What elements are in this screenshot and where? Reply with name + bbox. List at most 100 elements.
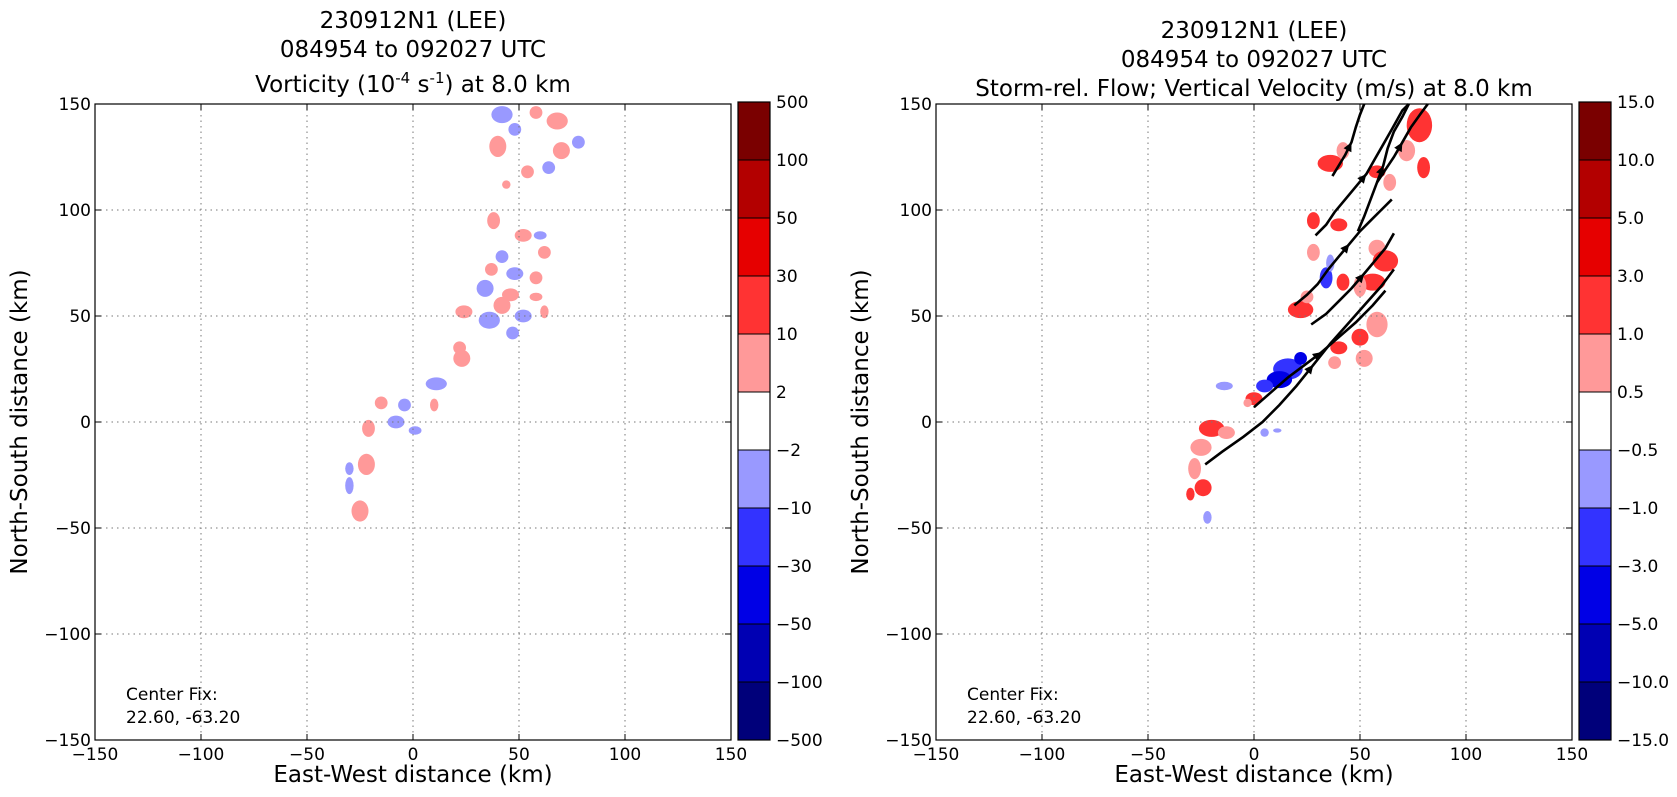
data-patch <box>1188 458 1201 480</box>
y-tick-label: 0 <box>921 413 932 433</box>
data-patch <box>533 231 547 240</box>
y-tick-label: −50 <box>896 519 932 539</box>
colorbar-segment <box>1579 276 1611 334</box>
data-patch <box>487 212 500 230</box>
center-fix-value: 22.60, -63.20 <box>967 708 1081 728</box>
streamline-arrow <box>1340 243 1350 254</box>
data-patch <box>1300 290 1314 304</box>
data-patch <box>1215 381 1233 391</box>
x-tick-label: −100 <box>178 745 225 765</box>
colorbar-label: 5.0 <box>1617 209 1644 229</box>
colorbar-segment <box>738 682 770 740</box>
vertical-velocity-colorbar: 15.0 10.0 5.0 3.0 1.0 0.5 −0.5 −1.0 −3.0 −5.0 −10.… <box>1578 93 1669 751</box>
colorbar-label: 10.0 <box>1617 151 1655 171</box>
x-tick-label: 0 <box>1249 745 1260 765</box>
streamline <box>1204 268 1395 466</box>
center-fix-label: Center Fix: <box>126 685 218 705</box>
streamline-arrow <box>1357 174 1367 184</box>
panel-title-line1: 230912N1 (LEE) <box>320 8 507 34</box>
colorbar-segment <box>738 218 770 276</box>
data-patch <box>345 477 354 495</box>
y-tick-label: −150 <box>885 731 932 751</box>
streamline-arrow <box>1343 142 1352 153</box>
panel-title-line2: 084954 to 092027 UTC <box>1121 47 1387 73</box>
colorbar-label: 3.0 <box>1617 267 1644 287</box>
center-fix-label: Center Fix: <box>967 685 1059 705</box>
data-patch <box>529 271 543 285</box>
data-patch <box>1328 356 1341 369</box>
data-patch <box>430 398 439 412</box>
colorbar-label: 15.0 <box>1617 93 1655 113</box>
colorbar-label: 10 <box>776 325 798 345</box>
data-patch <box>351 500 369 522</box>
vorticity-panel: 230912N1 (LEE) 084954 to 092027 UTC Vort… <box>7 8 823 788</box>
data-patch <box>476 279 494 297</box>
data-patch <box>1273 428 1282 433</box>
data-patch <box>478 311 500 329</box>
y-tick-label: −100 <box>885 625 932 645</box>
plot-frame <box>935 103 1573 741</box>
colorbar-segment <box>1579 392 1611 450</box>
data-patch <box>398 398 411 412</box>
data-patch <box>1260 428 1269 437</box>
data-patch <box>1383 173 1397 191</box>
colorbar-label: 50 <box>776 209 798 229</box>
data-patch <box>1186 487 1195 501</box>
data-patch <box>453 349 471 367</box>
colorbar-segment <box>1579 102 1611 160</box>
data-patch <box>374 396 388 410</box>
y-tick-label: 150 <box>59 95 91 115</box>
vorticity-plot-area: −150 −100 −50 0 50 100 150 −150 −100 −50 0 50 100 150 <box>44 95 747 765</box>
data-patch <box>1203 511 1212 524</box>
colorbar-segment <box>1579 566 1611 624</box>
data-patch <box>572 135 585 149</box>
data-patch <box>529 292 543 302</box>
colorbar-segment <box>738 624 770 682</box>
panel-title-line2: 084954 to 092027 UTC <box>280 37 546 63</box>
data-patch <box>362 419 375 437</box>
colorbar-segment <box>1579 508 1611 566</box>
data-patch <box>514 309 532 323</box>
colorbar-segment <box>738 450 770 508</box>
data-patch <box>1307 212 1320 230</box>
panel-title-line3: Storm-rel. Flow; Vertical Velocity (m/s)… <box>975 76 1533 102</box>
colorbar-label: −5.0 <box>1617 615 1658 635</box>
x-tick-label: 50 <box>508 745 530 765</box>
x-tick-label: 0 <box>408 745 419 765</box>
data-patch <box>1398 140 1416 162</box>
y-axis-label: North-South distance (km) <box>7 269 33 574</box>
x-axis-label: East-West distance (km) <box>1114 762 1393 788</box>
colorbar-segment <box>1579 218 1611 276</box>
data-patch <box>502 180 511 189</box>
colorbar-label: −15.0 <box>1617 731 1669 751</box>
y-tick-label: −50 <box>55 519 91 539</box>
colorbar-label: 100 <box>776 151 808 171</box>
data-patch <box>1287 301 1314 319</box>
data-patch <box>521 165 534 179</box>
data-patch <box>1406 108 1433 143</box>
data-patch <box>1366 311 1388 338</box>
y-tick-label: 150 <box>900 95 932 115</box>
data-patch <box>455 305 473 319</box>
colorbar-segment <box>1579 682 1611 740</box>
data-patch <box>1326 254 1335 272</box>
y-tick-label: −100 <box>44 625 91 645</box>
colorbar-segment <box>738 392 770 450</box>
data-patch <box>1294 352 1307 365</box>
center-fix-value: 22.60, -63.20 <box>126 708 240 728</box>
data-patch <box>506 326 519 340</box>
colorbar-label: 500 <box>776 93 808 113</box>
data-patch <box>1266 371 1293 389</box>
data-patch <box>357 453 375 475</box>
colorbar-label: 0.5 <box>1617 383 1644 403</box>
colorbar-label: −10 <box>776 499 812 519</box>
colorbar-segment <box>738 508 770 566</box>
colorbar-label: −100 <box>776 673 823 693</box>
x-axis-label: East-West distance (km) <box>273 762 552 788</box>
y-tick-label: 50 <box>69 307 91 327</box>
x-tick-label: −50 <box>289 745 325 765</box>
y-tick-label: −150 <box>44 731 91 751</box>
colorbar-label: 30 <box>776 267 798 287</box>
data-patch <box>540 305 549 319</box>
